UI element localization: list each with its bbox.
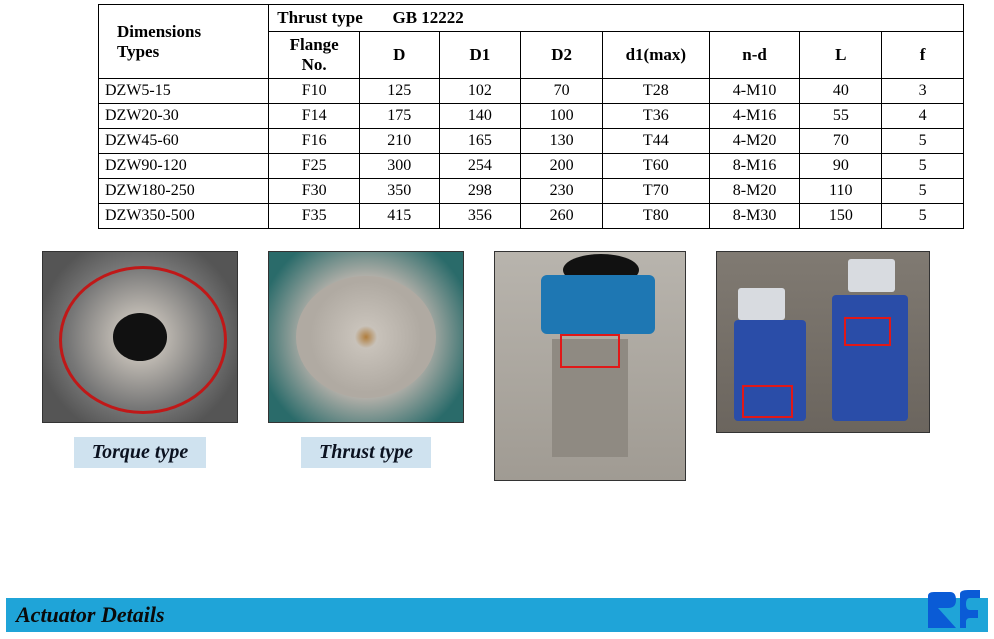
- data-cell: T36: [602, 104, 709, 129]
- header-dimensions-types: Dimensions Types: [99, 5, 269, 79]
- data-cell: 415: [360, 204, 439, 229]
- image-column-valve1: [494, 251, 686, 481]
- data-cell: 3: [882, 79, 964, 104]
- images-row: Torque type Thrust type: [0, 229, 994, 481]
- data-cell: F10: [269, 79, 360, 104]
- brand-logo: [922, 588, 986, 634]
- type-cell: DZW350-500: [99, 204, 269, 229]
- type-cell: DZW180-250: [99, 179, 269, 204]
- col-l: L: [800, 32, 882, 79]
- data-cell: 298: [439, 179, 521, 204]
- table-row: DZW20-30F14175140100T364-M16554: [99, 104, 964, 129]
- data-cell: 4-M16: [709, 104, 800, 129]
- data-cell: 140: [439, 104, 521, 129]
- col-nd: n-d: [709, 32, 800, 79]
- table-row: DZW90-120F25300254200T608-M16905: [99, 154, 964, 179]
- data-cell: T80: [602, 204, 709, 229]
- caption-thrust: Thrust type: [301, 437, 431, 468]
- logo-icon: [922, 588, 986, 634]
- types-label: Types: [117, 42, 159, 61]
- col-flange-no: Flange No.: [269, 32, 360, 79]
- data-cell: T44: [602, 129, 709, 154]
- data-cell: 5: [882, 154, 964, 179]
- data-cell: F16: [269, 129, 360, 154]
- thrust-type-label: Thrust type: [277, 8, 362, 27]
- dimensions-label: Dimensions: [117, 22, 201, 41]
- data-cell: 102: [439, 79, 521, 104]
- standard-label: GB 12222: [393, 8, 464, 27]
- data-cell: 110: [800, 179, 882, 204]
- photo-globe-valve: [494, 251, 686, 481]
- data-cell: 210: [360, 129, 439, 154]
- data-cell: 8-M16: [709, 154, 800, 179]
- image-column-thrust: Thrust type: [268, 251, 464, 468]
- data-cell: 4: [882, 104, 964, 129]
- type-cell: DZW5-15: [99, 79, 269, 104]
- data-cell: 356: [439, 204, 521, 229]
- table-row: DZW5-15F1012510270T284-M10403: [99, 79, 964, 104]
- footer-bar: Actuator Details: [6, 598, 988, 632]
- data-cell: 90: [800, 154, 882, 179]
- data-cell: 5: [882, 129, 964, 154]
- data-cell: T70: [602, 179, 709, 204]
- data-cell: T28: [602, 79, 709, 104]
- data-cell: 4-M10: [709, 79, 800, 104]
- col-d2: D2: [521, 32, 603, 79]
- photo-torque-type: [42, 251, 238, 423]
- table-row: DZW180-250F30350298230T708-M201105: [99, 179, 964, 204]
- footer-title: Actuator Details: [16, 602, 165, 628]
- col-d1: D1: [439, 32, 521, 79]
- data-cell: F35: [269, 204, 360, 229]
- data-cell: 8-M20: [709, 179, 800, 204]
- data-cell: T60: [602, 154, 709, 179]
- data-cell: 130: [521, 129, 603, 154]
- data-cell: 350: [360, 179, 439, 204]
- data-cell: 150: [800, 204, 882, 229]
- data-cell: 100: [521, 104, 603, 129]
- data-cell: 70: [521, 79, 603, 104]
- table-body: DZW5-15F1012510270T284-M10403DZW20-30F14…: [99, 79, 964, 229]
- type-cell: DZW45-60: [99, 129, 269, 154]
- data-cell: 254: [439, 154, 521, 179]
- data-cell: F25: [269, 154, 360, 179]
- type-cell: DZW20-30: [99, 104, 269, 129]
- data-cell: 55: [800, 104, 882, 129]
- photo-thrust-type: [268, 251, 464, 423]
- dimensions-table: Dimensions Types Thrust type GB 12222 Fl…: [98, 4, 964, 229]
- data-cell: 175: [360, 104, 439, 129]
- image-column-torque: Torque type: [42, 251, 238, 468]
- data-cell: 4-M20: [709, 129, 800, 154]
- table-row: DZW45-60F16210165130T444-M20705: [99, 129, 964, 154]
- data-cell: 125: [360, 79, 439, 104]
- data-cell: 5: [882, 204, 964, 229]
- table-row: DZW350-500F35415356260T808-M301505: [99, 204, 964, 229]
- image-column-valve2: [716, 251, 930, 433]
- data-cell: 8-M30: [709, 204, 800, 229]
- header-thrust-standard: Thrust type GB 12222: [269, 5, 964, 32]
- data-cell: F14: [269, 104, 360, 129]
- data-cell: 40: [800, 79, 882, 104]
- photo-gate-valves: [716, 251, 930, 433]
- data-cell: 165: [439, 129, 521, 154]
- data-cell: 260: [521, 204, 603, 229]
- data-cell: 5: [882, 179, 964, 204]
- data-cell: 200: [521, 154, 603, 179]
- col-d1max: d1(max): [602, 32, 709, 79]
- col-f: f: [882, 32, 964, 79]
- col-d: D: [360, 32, 439, 79]
- data-cell: 300: [360, 154, 439, 179]
- data-cell: F30: [269, 179, 360, 204]
- caption-torque: Torque type: [74, 437, 206, 468]
- dimensions-table-container: Dimensions Types Thrust type GB 12222 Fl…: [0, 0, 994, 229]
- data-cell: 230: [521, 179, 603, 204]
- type-cell: DZW90-120: [99, 154, 269, 179]
- data-cell: 70: [800, 129, 882, 154]
